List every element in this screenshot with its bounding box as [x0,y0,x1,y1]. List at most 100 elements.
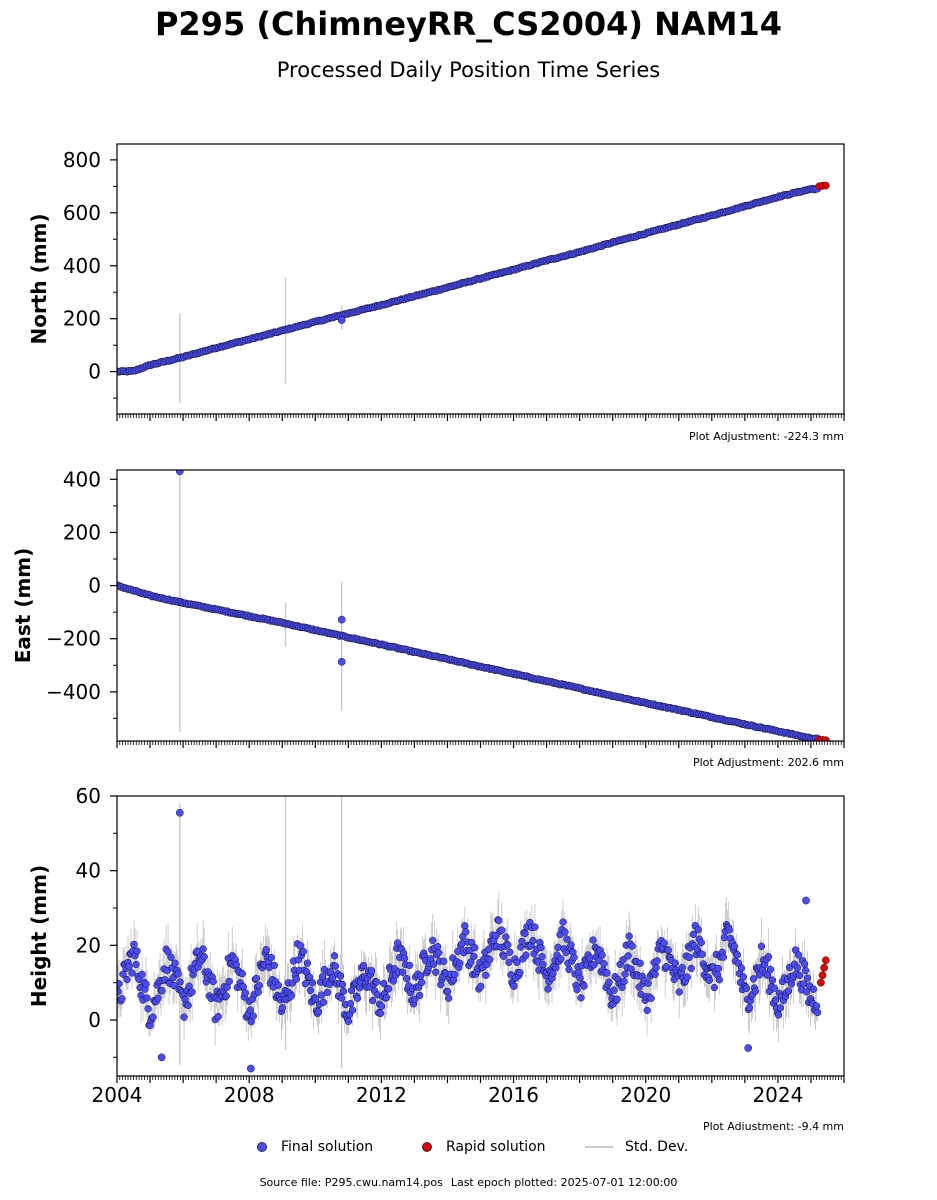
final-solution-point [715,976,723,984]
y-tick-label: 60 [76,784,101,808]
final-solution-point [471,944,479,952]
final-solution-point [377,1002,386,1010]
final-solution-point [544,985,552,993]
final-solution-point [477,982,485,991]
final-solution-point [470,952,478,961]
final-solution-point [589,936,597,944]
final-solution-point [751,987,760,995]
final-solution-point [725,926,734,934]
final-solution-point [573,986,581,994]
final-solution-point [557,955,565,963]
final-solution-point [171,959,179,967]
final-solution-point [440,957,448,965]
final-solution-point [462,928,470,936]
final-solution-point [384,985,393,993]
x-tick-label: 2008 [224,1083,275,1107]
rapid-solution-marker-icon [422,1142,432,1152]
final-solution-point [262,946,270,954]
final-solution-point [705,976,713,985]
final-solution-point [252,974,260,983]
final-solution-point [368,996,377,1005]
final-solution-point [492,931,500,940]
final-solution-point [580,982,588,990]
final-solution-point [737,964,746,972]
final-solution-point [376,1009,385,1018]
final-solution-point [303,959,312,967]
final-solution-point [561,928,569,936]
final-solution-point [537,943,545,952]
final-solution-point [813,1008,822,1017]
final-solution-point [563,935,571,943]
y-axis-label: Height (mm) [27,865,51,1007]
final-solution-point [287,992,296,1000]
plot-adjustment-label: Plot Adjustment: -224.3 mm [689,430,844,443]
final-solution-point [733,951,742,959]
final-solution-point [249,1012,257,1020]
final-solution-point [531,923,539,931]
final-solution-point [628,942,636,950]
footer-source: Source file: P295.cwu.nam14.pos [259,1176,443,1189]
final-solution-point [652,964,660,972]
final-solution-point [739,973,748,981]
final-solution-point [467,958,475,966]
final-solution-point [505,958,513,967]
final-solution-point [504,941,512,949]
x-tick-label: 2012 [356,1083,407,1107]
final-solution-point [516,969,524,977]
rapid-solution-point [821,736,830,741]
chart-subtitle: Processed Daily Position Time Series [276,58,661,82]
final-solution-point [402,974,411,983]
final-solution-point [306,986,315,995]
plot-area-1 [117,181,830,404]
final-solution-point [776,1004,785,1012]
final-solution-point [529,936,537,945]
final-solution-point [167,953,175,961]
final-solution-point [610,986,618,994]
final-solution-point [158,987,166,995]
rapid-solution-point [821,181,830,190]
final-solution-point [130,940,138,949]
final-solution-point [552,963,560,972]
final-solution-point [768,976,777,984]
final-solution-point [344,1017,353,1026]
final-solution-point [644,979,652,987]
y-tick-label: 400 [63,467,101,491]
final-solution-point [175,808,184,817]
footer: Source file: P295.cwu.nam14.pos Last epoc… [0,1176,937,1190]
final-solution-point [730,942,739,950]
final-solution-point [809,985,818,993]
final-solution-point [771,996,780,1004]
final-solution-point [379,979,388,988]
final-solution-point [576,974,584,982]
final-solution-point [482,971,490,979]
final-solution-point [660,939,668,947]
final-solution-point [125,963,133,971]
rapid-solution-point [818,971,827,980]
final-solution-point [400,954,409,962]
final-solution-point [214,1013,222,1021]
final-solution-point [241,989,249,997]
final-solution-point [678,963,686,972]
plot-area-3 [117,796,830,1073]
final-solution-point [255,981,263,990]
final-solution-point [200,953,208,961]
final-solution-point [119,970,127,978]
final-solution-point [348,1006,357,1014]
final-solution-point [770,984,779,992]
final-solution-point [689,930,697,939]
plot-adjustment-label: Plot Adjustment: 202.6 mm [693,756,844,769]
rapid-solution-point [817,978,825,987]
final-solution-point [299,947,308,956]
final-solution-point [774,1011,783,1019]
final-solution-point [143,994,151,1002]
final-solution-point [144,1005,152,1013]
final-solution-point [180,1013,188,1021]
final-solution-point [238,970,246,978]
final-solution-point [567,941,575,949]
final-solution-point [605,978,613,986]
final-solution-point [239,983,247,991]
final-solution-point [719,953,728,961]
final-solution-point [429,936,437,944]
final-solution-point [337,316,346,324]
final-solution-point [698,950,706,958]
